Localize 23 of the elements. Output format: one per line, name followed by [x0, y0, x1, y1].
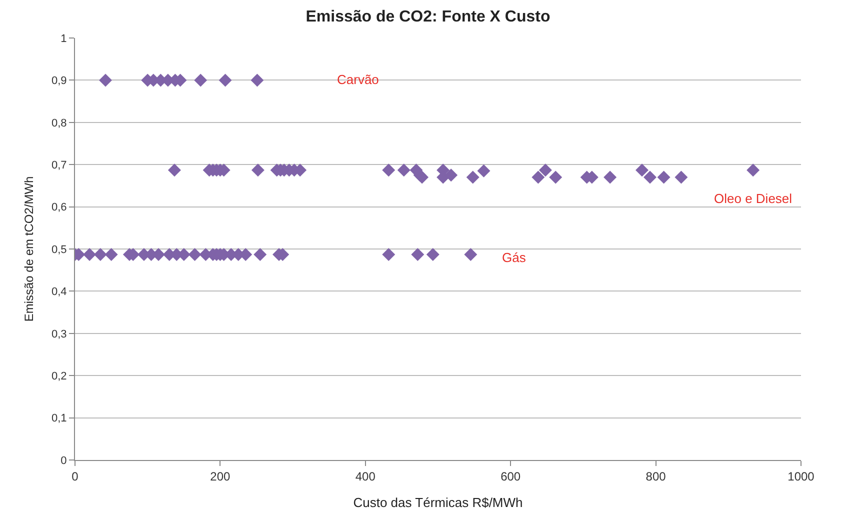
y-tick-label: 0,7	[52, 159, 67, 172]
x-tick-label: 800	[646, 469, 666, 484]
x-axis-title: Custo das Térmicas R$/MWh	[353, 495, 523, 510]
y-tick-label: 0,6	[52, 202, 67, 214]
x-tick-label: 200	[210, 469, 231, 484]
annotation: Gás	[502, 250, 526, 265]
x-tick-label: 1000	[788, 469, 815, 484]
y-tick-label: 0	[60, 454, 67, 467]
annotation: Oleo e Diesel	[714, 191, 792, 206]
chart-title: Emissão de CO2: Fonte X Custo	[306, 8, 550, 26]
y-tick-label: 0,8	[52, 117, 67, 130]
annotation: Carvão	[337, 72, 379, 87]
y-axis-title: Emissão de em tCO2/MWh	[22, 176, 36, 322]
y-tick-label: 0,1	[52, 412, 67, 425]
y-tick-label: 1	[60, 32, 67, 45]
x-tick-label: 600	[500, 469, 521, 484]
y-tick-label: 0,5	[52, 244, 67, 256]
y-tick-label: 0,2	[52, 370, 67, 382]
x-tick-label: 0	[72, 469, 79, 484]
x-tick-label: 400	[355, 469, 376, 484]
y-tick-label: 0,4	[52, 286, 67, 298]
y-tick-label: 0,3	[52, 328, 67, 340]
y-tick-label: 0,9	[52, 75, 67, 88]
